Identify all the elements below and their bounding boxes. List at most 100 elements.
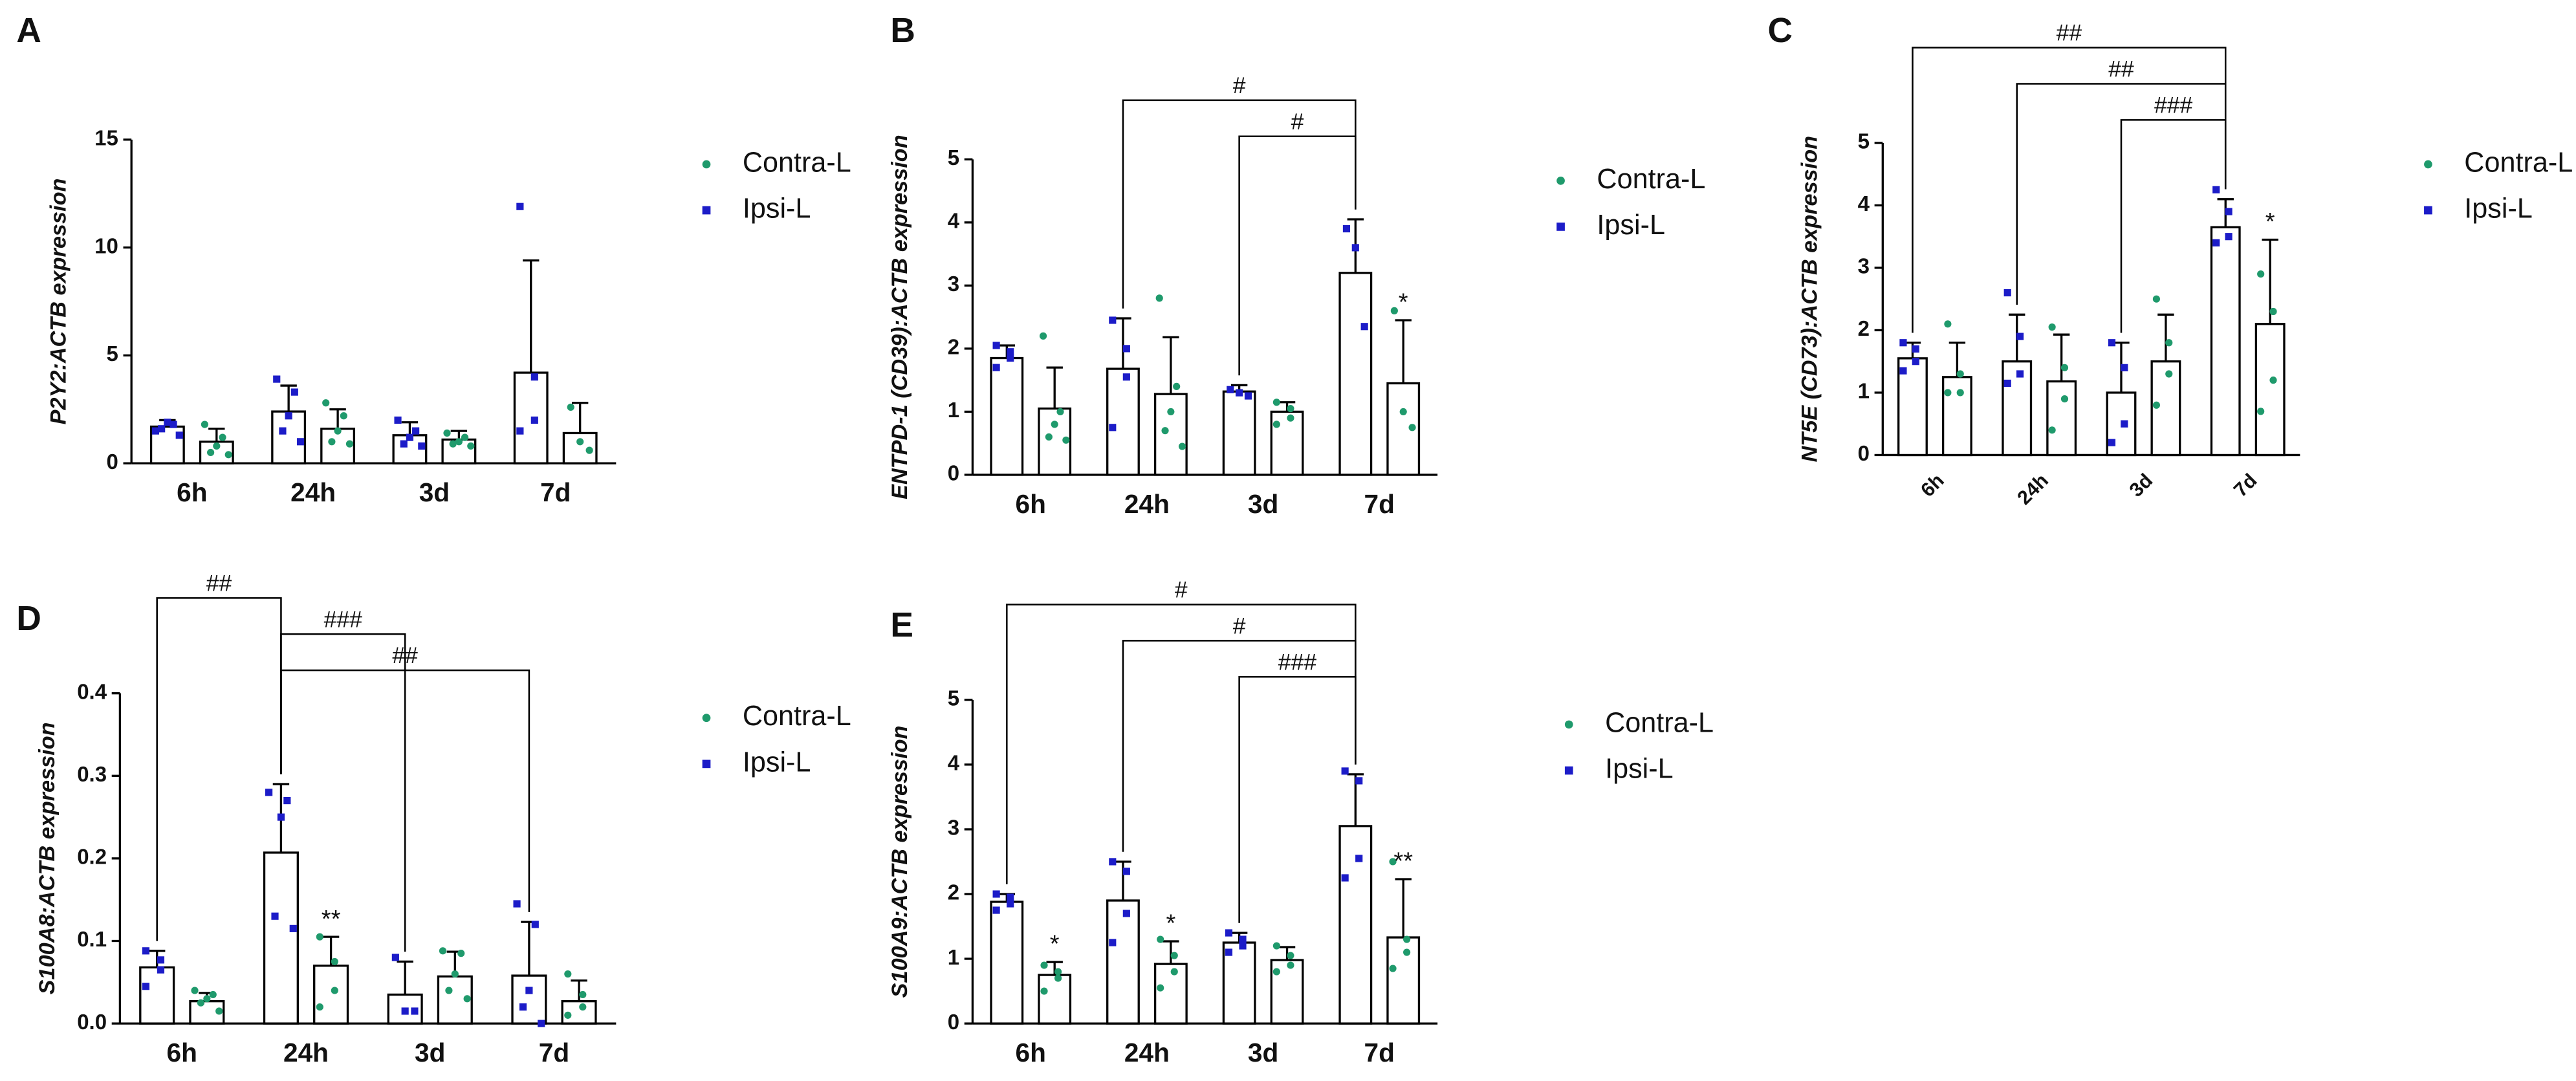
data-point <box>1341 767 1349 775</box>
panel-label: B <box>890 12 915 50</box>
bar <box>271 410 307 464</box>
y-tick-label: 0 <box>107 450 118 474</box>
data-point <box>516 427 524 435</box>
data-point <box>1912 358 1919 366</box>
data-point <box>1236 389 1243 397</box>
data-point <box>1899 339 1907 347</box>
bar <box>990 901 1024 1025</box>
legend-label: Contra-L <box>2464 147 2573 178</box>
data-point <box>1039 332 1047 340</box>
x-tick-label: 7d <box>540 477 571 507</box>
data-point <box>576 438 584 446</box>
data-point <box>1341 874 1349 882</box>
data-point <box>207 448 215 457</box>
bar <box>139 966 175 1025</box>
data-point <box>1007 900 1014 908</box>
y-tick-label: 1 <box>948 945 959 969</box>
data-point <box>1109 424 1117 431</box>
y-tick-label: 3 <box>1858 254 1870 278</box>
data-point <box>1122 868 1130 875</box>
data-point <box>2165 370 2173 378</box>
data-point <box>285 412 292 420</box>
data-point <box>169 420 177 428</box>
y-axis-label: S100A8:ACTB expression <box>35 722 60 994</box>
significance-bracket <box>1238 135 1357 376</box>
x-tick-label: 6h <box>177 477 207 507</box>
data-point <box>2225 233 2232 241</box>
data-point <box>1360 323 1368 331</box>
data-point <box>215 1007 223 1015</box>
data-point <box>213 442 221 450</box>
data-point <box>992 890 1000 898</box>
y-tick-label: 0 <box>948 1010 959 1034</box>
legend-label: Contra-L <box>1597 164 1705 195</box>
y-tick-label: 0 <box>1858 441 1870 465</box>
data-point <box>340 412 347 420</box>
legend-label: Ipsi-L <box>743 747 811 778</box>
data-point <box>1956 370 1964 378</box>
data-point <box>316 1003 323 1011</box>
x-tick-label: 24h <box>2013 470 2053 509</box>
bar <box>1386 936 1421 1025</box>
data-point <box>191 987 199 994</box>
data-point <box>1109 939 1117 946</box>
legend-label: Contra-L <box>743 147 851 178</box>
data-point <box>1054 974 1062 982</box>
x-tick-label: 3d <box>419 477 450 507</box>
data-point <box>391 954 399 961</box>
x-tick-label: 3d <box>415 1038 445 1067</box>
significance-label: # <box>1291 109 1304 135</box>
data-point <box>1272 968 1280 976</box>
data-point <box>2003 289 2011 297</box>
panel-label: A <box>16 12 41 50</box>
data-point <box>467 442 475 450</box>
data-point <box>157 966 165 974</box>
bar <box>2210 226 2241 457</box>
x-tick-label: 6h <box>1917 470 1948 501</box>
data-point <box>2108 439 2116 446</box>
data-point <box>455 438 463 446</box>
significance-label: ## <box>392 642 418 668</box>
bar <box>1941 376 1972 457</box>
data-point <box>1045 433 1053 441</box>
data-point <box>1944 389 1952 397</box>
data-point <box>2257 270 2265 278</box>
data-point <box>1161 427 1169 435</box>
legend-swatch <box>702 160 711 169</box>
y-tick-label: 1 <box>948 398 959 422</box>
significance-label: # <box>1233 72 1246 98</box>
data-point <box>175 431 183 439</box>
data-point <box>1007 348 1014 356</box>
data-point <box>2212 186 2220 193</box>
data-point <box>1342 225 1351 233</box>
data-point <box>1157 984 1164 992</box>
data-point <box>439 947 447 955</box>
x-tick-label: 6h <box>1016 489 1046 519</box>
data-point <box>1399 408 1407 415</box>
x-tick-label: 6h <box>1016 1038 1046 1067</box>
data-point <box>328 438 336 446</box>
data-point <box>345 440 354 448</box>
x-tick-label: 3d <box>2125 470 2157 501</box>
significance-bracket <box>1006 604 1357 884</box>
data-point <box>567 403 574 411</box>
data-point <box>271 912 279 920</box>
data-point <box>290 388 298 396</box>
x-tick-label: 24h <box>283 1038 329 1067</box>
significance-star: * <box>1166 910 1175 937</box>
data-point <box>1389 858 1397 866</box>
y-axis-label: P2Y2:ACTB expression <box>47 179 71 425</box>
data-point <box>2016 333 2024 340</box>
data-point <box>1040 961 1048 969</box>
legend-swatch <box>1564 720 1573 729</box>
data-point <box>1355 777 1363 785</box>
data-point <box>164 419 171 426</box>
y-tick-label: 2 <box>1858 316 1870 340</box>
data-point <box>151 427 160 435</box>
y-tick-label: 0.3 <box>77 762 107 786</box>
data-point <box>1287 961 1294 969</box>
bar <box>1153 393 1188 476</box>
data-point <box>2212 239 2220 246</box>
data-point <box>289 924 297 932</box>
